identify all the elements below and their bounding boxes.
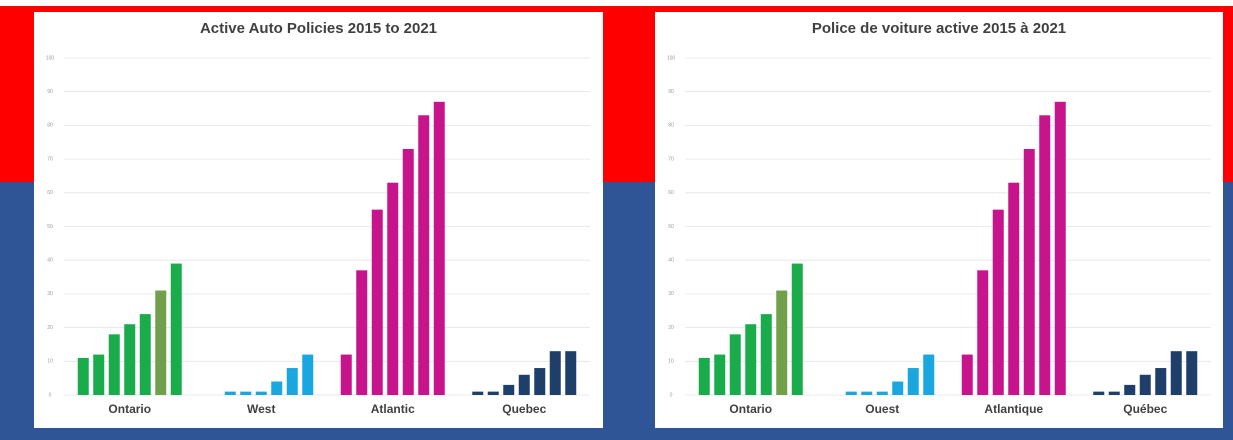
bar: [302, 354, 314, 395]
bar: [861, 391, 873, 395]
bar: [286, 368, 298, 395]
x-tick-label: Quebec: [502, 402, 546, 416]
bar: [760, 314, 772, 395]
x-tick-label: Ontario: [108, 402, 151, 416]
bar: [698, 357, 710, 395]
bar: [714, 354, 726, 395]
y-tick-label: 60: [668, 190, 674, 196]
bar: [271, 381, 283, 395]
bar: [124, 324, 136, 395]
y-tick-label: 10: [668, 359, 674, 365]
bar: [845, 391, 857, 395]
chart-panel: Police de voiture active 2015 à 2021 0 10 2…: [655, 12, 1223, 428]
y-tick-label: 0: [670, 392, 673, 398]
bar: [992, 209, 1004, 395]
chart-panel: Active Auto Policies 2015 to 2021 0 10 20 30…: [34, 12, 603, 428]
y-tick-label: 60: [47, 190, 53, 196]
top-strip: [0, 0, 1233, 6]
chart-title: Police de voiture active 2015 à 2021: [812, 20, 1066, 37]
x-tick-label: Québec: [1123, 402, 1167, 416]
y-tick-label: 90: [47, 89, 53, 95]
bar: [387, 182, 399, 395]
bar: [907, 368, 919, 395]
chart-title: Active Auto Policies 2015 to 2021: [200, 20, 437, 37]
y-tick-label: 80: [47, 123, 53, 129]
bar: [565, 351, 577, 395]
y-tick-label: 80: [668, 123, 674, 129]
y-tick-label: 10: [47, 359, 53, 365]
y-tick-label: 90: [668, 89, 674, 95]
bar: [402, 148, 414, 395]
y-tick-label: 50: [668, 224, 674, 230]
y-tick-label: 50: [47, 224, 53, 230]
bar: [923, 354, 935, 395]
bar: [1093, 391, 1105, 395]
y-tick-label: 30: [668, 291, 674, 297]
bar: [534, 368, 546, 395]
y-tick-label: 30: [47, 291, 53, 297]
x-tick-label: West: [247, 402, 275, 416]
bar: [1186, 351, 1198, 395]
bar: [1008, 182, 1020, 395]
y-tick-label: 70: [47, 156, 53, 162]
bar: [1108, 391, 1120, 395]
bar: [1139, 374, 1151, 395]
bar: [371, 209, 383, 395]
y-tick-label: 40: [47, 258, 53, 264]
bar: [1054, 101, 1066, 395]
y-tick-label: 70: [668, 156, 674, 162]
bar: [503, 384, 515, 395]
bar: [93, 354, 105, 395]
bar: [1155, 368, 1167, 395]
bar: [170, 263, 182, 395]
y-tick-label: 100: [667, 55, 676, 61]
bar: [745, 324, 757, 395]
y-tick-label: 20: [47, 325, 53, 331]
bar: [518, 374, 530, 395]
y-tick-label: 100: [46, 55, 55, 61]
bar: [549, 351, 561, 395]
bar: [433, 101, 445, 395]
bar: [1023, 148, 1035, 395]
bar: [418, 115, 430, 395]
bar: [961, 354, 973, 395]
bar: [356, 270, 368, 395]
bar: [1124, 384, 1136, 395]
bar: [108, 334, 120, 395]
y-tick-label: 0: [49, 392, 52, 398]
bar: [729, 334, 741, 395]
bar: [977, 270, 989, 395]
y-tick-label: 20: [668, 325, 674, 331]
x-tick-label: Atlantic: [371, 402, 415, 416]
bar: [224, 391, 236, 395]
bar: [876, 391, 888, 395]
bar: [139, 314, 151, 395]
x-tick-label: Atlantique: [984, 402, 1043, 416]
y-tick-label: 40: [668, 258, 674, 264]
bar: [791, 263, 803, 395]
bar: [487, 391, 499, 395]
bar: [776, 290, 788, 395]
bar: [472, 391, 484, 395]
bar: [155, 290, 167, 395]
bar: [240, 391, 252, 395]
x-tick-label: Ouest: [865, 402, 899, 416]
bar: [255, 391, 267, 395]
bar: [77, 357, 89, 395]
bar: [1170, 351, 1182, 395]
bar: [340, 354, 352, 395]
x-tick-label: Ontario: [729, 402, 772, 416]
bar: [1039, 115, 1051, 395]
bar: [892, 381, 904, 395]
